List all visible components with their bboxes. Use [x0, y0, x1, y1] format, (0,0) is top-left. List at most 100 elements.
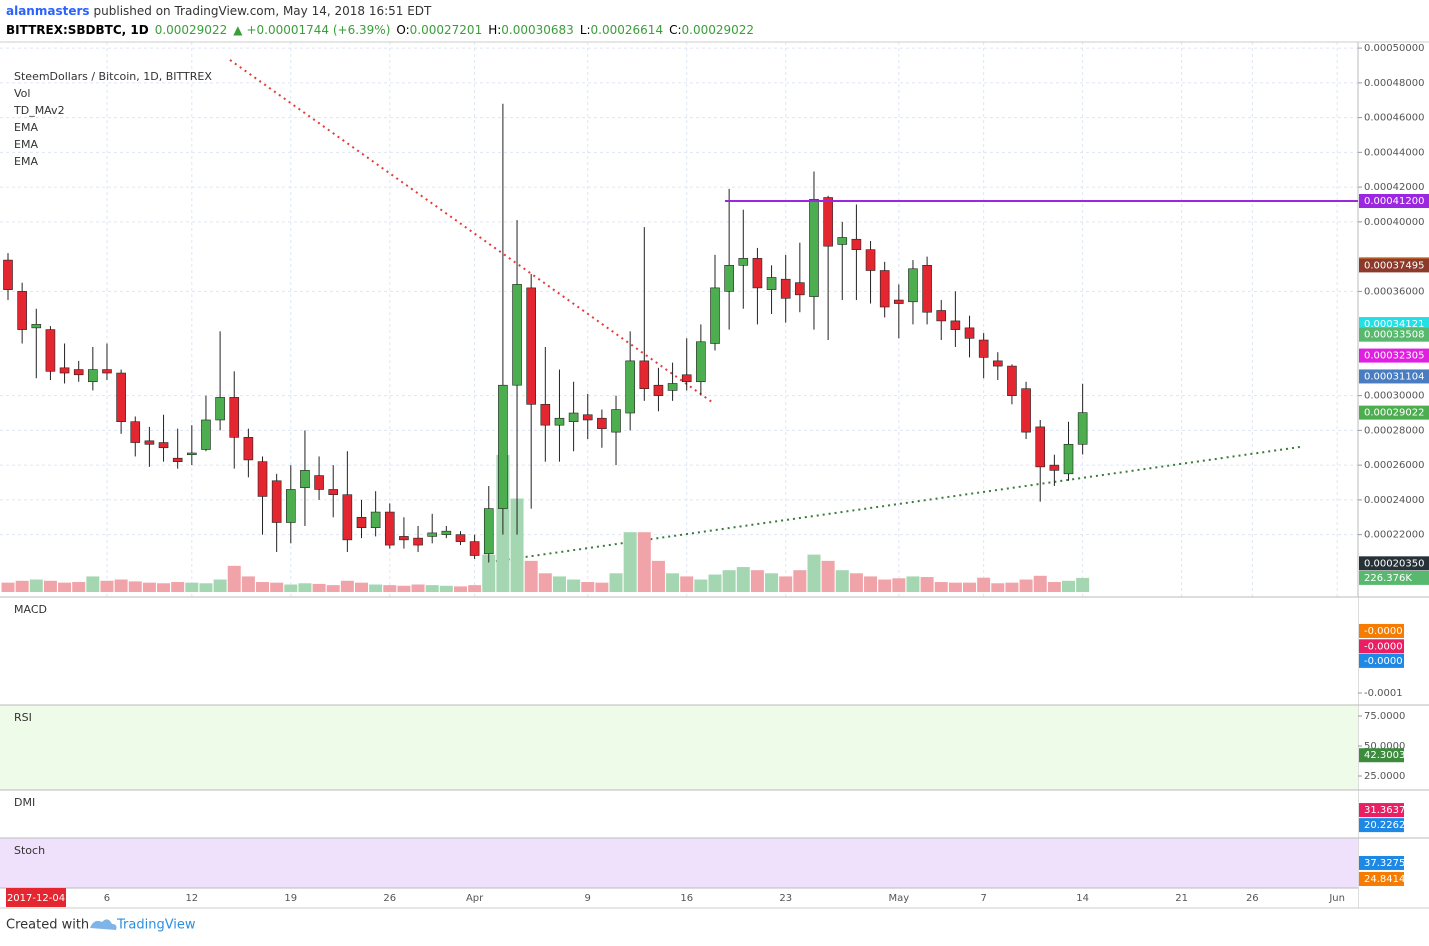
value-label: -0.0000	[1364, 641, 1403, 652]
volume-bar	[609, 573, 623, 592]
volume-bar	[128, 581, 142, 592]
volume-bar	[199, 583, 213, 592]
price-label: 0.00037495	[1364, 260, 1424, 271]
y-tick-label: 0.00022000	[1364, 530, 1424, 541]
ohlc-value: 0.00030683	[501, 23, 574, 37]
volume-bar	[864, 576, 878, 592]
candle-body	[978, 339, 989, 358]
candle-body	[1077, 412, 1088, 445]
ohlc-key: O:	[396, 23, 409, 37]
volume-bar	[651, 560, 665, 592]
volume-bar	[185, 582, 199, 592]
legend-entry: EMA	[14, 121, 38, 134]
candle-body	[314, 475, 324, 490]
volume-bar	[878, 579, 892, 592]
candle-body	[102, 369, 112, 374]
volume-bar	[43, 580, 57, 592]
candle-body	[554, 417, 565, 426]
volume-bar	[1047, 582, 1061, 592]
candle-body	[1007, 365, 1017, 396]
candle-body	[370, 511, 381, 529]
candle-body	[498, 384, 508, 509]
candle-body	[300, 470, 310, 489]
volume-bar	[468, 585, 482, 592]
last-price: 0.00029022	[155, 23, 228, 37]
candle-body	[851, 238, 862, 250]
volume-bar	[58, 582, 72, 592]
x-tick-label: 19	[284, 893, 297, 904]
volume-bar	[510, 498, 524, 592]
y-tick-label: -0.0001	[1364, 688, 1403, 699]
candle-body	[384, 511, 395, 546]
y-tick-label: 0.00024000	[1364, 495, 1424, 506]
legend-entry: Vol	[14, 87, 30, 100]
candle-body	[328, 489, 339, 495]
volume-bar	[680, 576, 694, 592]
candle-body	[45, 329, 56, 372]
panel-title: DMI	[14, 796, 35, 809]
y-tick-label: 0.00026000	[1364, 460, 1424, 471]
price-label: 0.00032305	[1364, 351, 1424, 362]
candle-body	[526, 287, 536, 405]
x-tick-label: May	[888, 893, 909, 904]
candle-body	[922, 265, 932, 313]
candle-body	[681, 374, 692, 383]
brand[interactable]: TradingView	[116, 918, 196, 933]
chart-title: SteemDollars / Bitcoin, 1D, BITTREX	[14, 70, 212, 83]
candle-body	[879, 270, 890, 308]
x-tick-label: Jun	[1328, 893, 1345, 904]
volume-bar	[906, 576, 920, 592]
y-tick-label: 0.00028000	[1364, 425, 1424, 436]
volume-bar	[213, 579, 227, 592]
candle-body	[639, 360, 650, 389]
y-tick-label: 0.00030000	[1364, 391, 1424, 402]
time-axis-labels: 6 12 19 26 Apr 9 16 23 May 7 14 21 26 Jun	[104, 893, 1345, 904]
value-label: -0.0000	[1364, 626, 1403, 637]
volume-bar	[948, 582, 962, 592]
candle-body	[738, 258, 749, 266]
volume-bar	[567, 579, 581, 592]
volume-bar	[991, 583, 1005, 592]
value-label: 31.3637	[1364, 805, 1405, 816]
volume-bar	[920, 577, 934, 592]
cursor-date-box	[6, 888, 66, 907]
candle-body	[766, 277, 777, 290]
candle-body	[823, 197, 833, 247]
volume-bar	[482, 554, 496, 592]
volume-bar	[1019, 579, 1033, 592]
author[interactable]: alanmasters	[6, 4, 90, 18]
volume-bar	[779, 576, 793, 592]
candle-body	[512, 284, 522, 386]
ohlc-key: H:	[488, 23, 501, 37]
value-label-box	[1359, 623, 1404, 638]
volume-bar	[270, 582, 284, 592]
price-label-box	[1359, 369, 1429, 384]
footer-text: Created with	[6, 918, 89, 933]
volume-bar	[411, 584, 425, 592]
volume-bar	[821, 560, 835, 592]
value-label: 24.8414	[1364, 874, 1405, 885]
volume-bar	[72, 582, 86, 592]
volume-bar	[114, 579, 128, 592]
candle-body	[667, 383, 678, 391]
x-tick-label: 16	[680, 893, 693, 904]
volume-bar	[538, 573, 552, 592]
volume-bar	[934, 582, 948, 592]
x-tick-label: 9	[585, 893, 591, 904]
volume-bar	[439, 585, 453, 592]
candle-body	[710, 287, 720, 344]
y-tick-label: 50.0000	[1364, 741, 1405, 752]
x-tick-label: 26	[1246, 893, 1259, 904]
volume-bar	[1005, 582, 1019, 592]
volume-bar	[369, 584, 383, 592]
symbol-line: BITTREX:SBDBTC, 1D 0.00029022 ▲ +0.00001744…	[6, 23, 754, 37]
candle-body	[597, 417, 607, 429]
candle-body	[158, 442, 169, 449]
candle-body	[130, 421, 141, 443]
volume-bar	[298, 583, 312, 592]
volume-bar	[312, 583, 326, 592]
volume-bar	[1033, 575, 1047, 592]
ohlc: O:0.00027201 H:0.00030683 L:0.00026614 C:0.…	[396, 23, 754, 37]
value-label-box	[1359, 748, 1404, 763]
